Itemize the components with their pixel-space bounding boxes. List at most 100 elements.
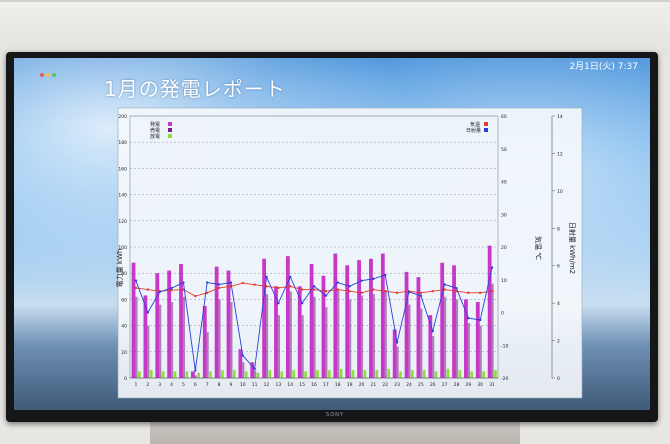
- x-tick-label: 18: [335, 382, 341, 388]
- irradiance-point: [253, 367, 256, 370]
- clock-datetime: 2月1日(火) 7:37: [569, 62, 638, 72]
- legend-selling-swatch: [168, 128, 172, 132]
- irradiance-point: [419, 294, 423, 297]
- x-tick-label: 15: [299, 382, 305, 388]
- irradiance-point: [443, 283, 446, 286]
- temperature-point: [170, 289, 173, 292]
- bar-generation: [143, 295, 148, 378]
- bar-generation: [309, 264, 314, 378]
- irradiance-point: [407, 290, 411, 294]
- legend-irradiance: 日射量: [466, 127, 481, 134]
- temperature-point: [241, 281, 244, 285]
- bar-discharge: [363, 370, 367, 378]
- bar-discharge: [351, 370, 355, 378]
- bar-generation: [190, 371, 195, 378]
- legend-irradiance-swatch: [484, 128, 488, 132]
- bar-selling: [266, 294, 269, 378]
- bar-selling: [360, 295, 364, 378]
- bar-discharge: [280, 371, 284, 378]
- bar-discharge: [399, 371, 402, 378]
- irradiance-point: [336, 281, 339, 284]
- bar-selling: [194, 375, 197, 378]
- bar-discharge: [470, 371, 474, 378]
- y-right2-tick-label: 8: [557, 226, 560, 232]
- y-left-tick-label: 140: [118, 193, 127, 199]
- bar-generation: [155, 273, 160, 378]
- y-left-tick-label: 120: [118, 219, 127, 225]
- irradiance-point: [467, 316, 470, 320]
- brand-logo: SONY: [326, 412, 344, 418]
- bar-selling: [230, 302, 233, 378]
- bar-selling: [408, 304, 411, 378]
- temperature-point: [289, 285, 292, 288]
- bar-selling: [467, 322, 470, 378]
- bar-discharge: [149, 370, 153, 378]
- bar-discharge: [268, 370, 272, 378]
- legend-discharge: 放電: [150, 133, 160, 140]
- x-tick-label: 20: [359, 382, 365, 388]
- temperature-point: [300, 288, 304, 291]
- y-right1-tick-label: 60: [501, 114, 507, 120]
- bar-discharge: [387, 368, 390, 378]
- bar-selling: [159, 304, 162, 378]
- bar-selling: [289, 291, 292, 378]
- y-right1-tick-label: 40: [501, 180, 507, 186]
- irradiance-point: [205, 281, 209, 284]
- y-left-tick-label: 100: [118, 245, 127, 251]
- bar-discharge: [375, 370, 379, 378]
- y-right1-tick-label: 50: [501, 147, 507, 153]
- bar-generation: [274, 286, 278, 378]
- bar-generation: [345, 265, 350, 378]
- irradiance-point: [229, 281, 233, 284]
- legend-temperature: 気温: [470, 121, 480, 128]
- y-left-tick-label: 40: [121, 324, 127, 330]
- bar-selling: [396, 346, 399, 378]
- bar-selling: [147, 325, 150, 378]
- y-right2-tick-label: 12: [557, 151, 563, 157]
- bar-selling: [206, 332, 209, 378]
- y-left-tick-label: 200: [118, 114, 127, 120]
- y-right2-tick-label: 4: [557, 301, 560, 307]
- y-right2-tick-label: 0: [557, 376, 560, 382]
- irradiance-point: [395, 341, 399, 344]
- legend-selling: 売電: [150, 127, 160, 134]
- bar-generation: [333, 253, 338, 378]
- dot-green-icon: [52, 73, 56, 77]
- bar-discharge: [434, 371, 438, 378]
- legend-left: 発電 売電 放電: [150, 121, 172, 140]
- bar-discharge: [232, 370, 236, 378]
- irradiance-point: [217, 283, 221, 286]
- bar-discharge: [197, 372, 201, 378]
- irradiance-point: [265, 275, 268, 279]
- temperature-point: [384, 290, 387, 293]
- bar-selling: [171, 302, 174, 378]
- dot-yellow-icon: [46, 73, 50, 77]
- x-tick-label: 2: [146, 382, 149, 388]
- temperature-point: [395, 291, 399, 295]
- bar-discharge: [185, 371, 189, 378]
- bar-generation: [285, 256, 290, 378]
- temperature-point: [312, 288, 316, 291]
- y-right2-label: 日射量 kWh/m2: [568, 222, 577, 274]
- bar-generation: [297, 286, 302, 378]
- dot-red-icon: [40, 73, 44, 77]
- temperature-point: [372, 288, 375, 291]
- irradiance-point: [289, 275, 292, 279]
- x-tick-label: 21: [370, 382, 376, 388]
- tv-screen: 2月1日(火) 7:37 1月の発電レポート 0 20 40 60 80 100 120 14…: [14, 58, 650, 410]
- x-tick-label: 7: [206, 382, 209, 388]
- bar-generation: [214, 266, 219, 378]
- y-right1-tick-label: 0: [501, 311, 504, 317]
- bar-discharge: [458, 370, 462, 378]
- bar-generation: [452, 265, 456, 378]
- temperature-point: [205, 291, 209, 295]
- temperature-point: [134, 286, 138, 290]
- temperature-point: [467, 291, 470, 295]
- bar-discharge: [316, 370, 319, 378]
- temperature-point: [324, 290, 328, 293]
- bar-generation: [392, 329, 397, 378]
- bar-selling: [444, 296, 447, 378]
- bar-generation: [440, 262, 445, 378]
- bar-discharge: [221, 370, 224, 378]
- bar-generation: [475, 302, 480, 378]
